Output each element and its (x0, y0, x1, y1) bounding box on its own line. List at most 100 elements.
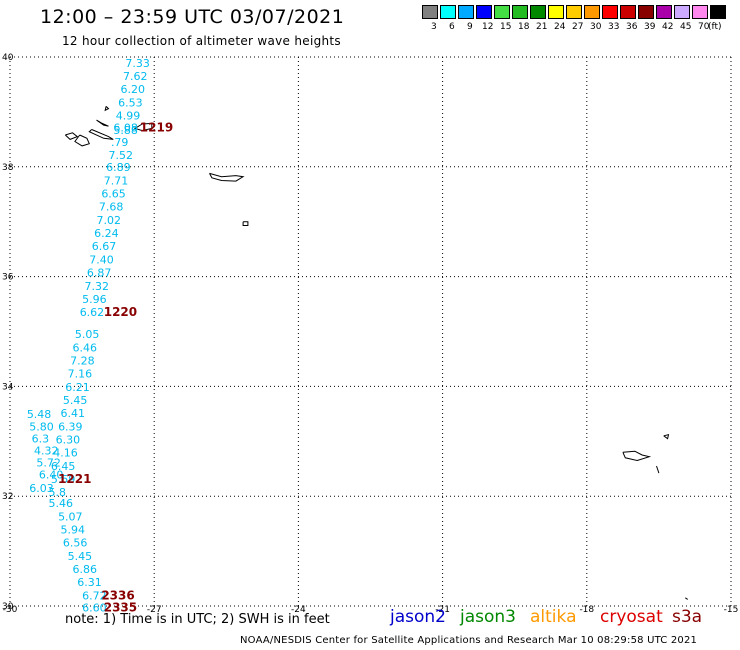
legend-label: 30 (590, 22, 602, 32)
swh-value: 6.65 (101, 188, 126, 201)
satellite-s3a: s3a (672, 607, 703, 627)
legend-swatch (494, 5, 510, 19)
swh-value: 6.45 (51, 460, 76, 473)
legend-swatch (422, 5, 438, 19)
island-pico (88, 129, 114, 140)
swh-value: 5.48 (27, 408, 52, 421)
chart-title: 12:00 – 23:59 UTC 03/07/2021 (40, 6, 345, 28)
swh-value: 6.08 (113, 122, 137, 135)
island-madeira (622, 450, 652, 462)
island-terceira (133, 122, 153, 132)
island-sao-miguel (209, 172, 245, 182)
swh-value: 7.02 (97, 214, 122, 227)
swh-value: 6.56 (63, 537, 88, 550)
swh-value: 6.03 (29, 482, 54, 495)
x-tick-label: -24 (291, 605, 306, 615)
legend-swatch (656, 5, 672, 19)
island-faial (74, 134, 90, 147)
swh-value: 7.32 (85, 280, 110, 293)
legend-swatch (710, 5, 726, 19)
legend-label: 18 (518, 22, 530, 32)
swh-value: 6.53 (118, 96, 142, 109)
swh-value: 5.94 (60, 524, 85, 537)
y-tick-label: 32 (2, 492, 13, 502)
legend-swatch (548, 5, 564, 19)
swh-value: 4.16 (53, 447, 77, 460)
swh-value: .79 (111, 136, 129, 149)
satellite-altika: altika (530, 607, 577, 627)
legend-label: 24 (554, 22, 566, 32)
swh-value: 5.45 (63, 394, 88, 407)
swh-value: 6.3 (32, 432, 49, 445)
swh-value: 6.24 (94, 227, 119, 240)
island-desertas (656, 465, 660, 474)
legend-swatch (584, 5, 600, 19)
swh-value: 6.31 (77, 576, 102, 589)
time-label: 1221 (58, 472, 91, 486)
swh-value: 7.16 (68, 368, 93, 381)
swh-value: 5.07 (58, 510, 83, 523)
chart-subtitle: 12 hour collection of altimeter wave hei… (62, 34, 341, 48)
legend-label: 6 (449, 22, 455, 32)
x-tick-label: -30 (3, 605, 18, 615)
swh-value: 6.21 (65, 381, 90, 394)
swh-value: 4.99 (116, 110, 141, 123)
satellite-jason2: jason2 (390, 607, 446, 627)
swh-value: 5.72 (36, 457, 61, 470)
x-tick-label: -27 (147, 605, 162, 615)
legend-swatch (692, 5, 708, 19)
swh-value: 5.59 (51, 473, 76, 486)
swh-value: 4.32 (34, 444, 59, 457)
swh-value: 6.89 (106, 161, 131, 174)
legend-swatch (458, 5, 474, 19)
legend-label: 39 (644, 22, 656, 32)
swh-value: 5.05 (75, 328, 100, 341)
time-label: 2335 (104, 600, 137, 614)
y-tick-label: 30 (2, 602, 14, 612)
swh-value: 6.67 (92, 240, 117, 253)
swh-value: 6.46 (72, 341, 97, 354)
legend-swatch (476, 5, 492, 19)
swh-value: 5.80 (29, 420, 54, 433)
swh-value: 7.71 (104, 174, 129, 187)
swh-value: 7.52 (109, 149, 134, 162)
legend-swatch (530, 5, 546, 19)
swh-value: 5.46 (48, 497, 73, 510)
legend-label: 21 (536, 22, 548, 32)
y-tick-label: 38 (2, 163, 14, 173)
swh-value: 7.62 (123, 70, 148, 83)
swh-value: 5.96 (82, 293, 107, 306)
island-flores (64, 132, 79, 140)
legend-label: 70 (698, 22, 710, 32)
island-sao-jorge (96, 119, 109, 127)
time-label: 2336 (101, 588, 134, 602)
satellite-cryosat: cryosat (600, 607, 663, 627)
swh-value: 7.68 (99, 201, 124, 214)
swh-value: 6.30 (56, 433, 80, 446)
footer-note: note: 1) Time is in UTC; 2) SWH is in fe… (65, 612, 330, 627)
legend-label: 9 (467, 22, 473, 32)
swh-value: 6.40 (39, 469, 64, 482)
y-tick-label: 40 (2, 53, 14, 63)
legend-swatch (638, 5, 654, 19)
legend-label: 15 (500, 22, 512, 32)
swh-value: 7.33 (125, 57, 150, 70)
swh-value: 5.45 (68, 550, 93, 563)
legend-swatch (620, 5, 636, 19)
swh-value: 6.60 (82, 601, 107, 614)
x-tick-label: -18 (579, 605, 594, 615)
legend-label: 33 (608, 22, 620, 32)
swh-value: 6.87 (87, 267, 112, 280)
legend-swatch (512, 5, 528, 19)
swh-value: 6.41 (60, 407, 85, 420)
x-tick-label: -15 (724, 605, 739, 615)
legend-label: 45 (680, 22, 692, 32)
swh-value: 5.88 (113, 124, 137, 137)
legend-label: 3 (431, 22, 437, 32)
legend-label: 27 (572, 22, 584, 32)
legend-swatch (440, 5, 456, 19)
swh-value: 7.40 (89, 253, 114, 266)
legend-label: 12 (482, 22, 494, 32)
swh-value: 6.62 (80, 306, 105, 319)
